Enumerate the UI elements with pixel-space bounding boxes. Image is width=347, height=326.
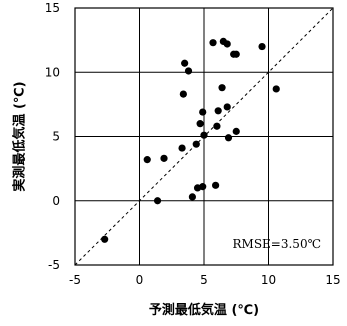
y-axis-label: 実測最低気温 (℃) [12, 81, 28, 191]
rmse-annotation: RMSE=3.50℃ [233, 237, 322, 251]
data-points [101, 37, 280, 243]
data-point [209, 39, 217, 47]
data-point [153, 197, 162, 205]
data-point [184, 67, 193, 75]
x-axis-label: 予測最低気温 (℃) [149, 302, 259, 318]
data-point [192, 140, 200, 148]
data-point [101, 235, 109, 243]
data-point [200, 131, 208, 139]
y-tick-label: -5 [48, 258, 60, 272]
x-tick-label: 5 [200, 273, 208, 287]
data-point [223, 40, 231, 48]
data-point [213, 122, 221, 130]
x-tick-label: -5 [69, 273, 81, 287]
data-point [272, 85, 280, 93]
data-point [258, 42, 266, 51]
data-point [212, 181, 220, 189]
plot-frame [74, 7, 334, 266]
data-point [188, 193, 196, 201]
data-point [199, 108, 207, 116]
data-point [223, 103, 231, 111]
y-tick-label: 5 [52, 130, 60, 144]
data-point [224, 134, 233, 142]
y-tick-label: 10 [45, 65, 60, 79]
data-point [179, 90, 187, 98]
data-point [181, 59, 189, 67]
data-point [196, 120, 204, 128]
data-point [160, 154, 168, 162]
y-tick-label: 15 [45, 1, 60, 15]
data-point [178, 144, 186, 152]
y-tick-label: 0 [52, 194, 60, 208]
x-tick-label: 15 [325, 273, 340, 287]
data-point [218, 84, 226, 92]
x-tick-labels: -5 0 5 10 15 [69, 273, 341, 287]
data-point [214, 107, 222, 115]
x-tick-label: 0 [136, 273, 144, 287]
y-tick-labels: -5 0 5 10 15 [45, 1, 60, 272]
data-point [143, 156, 151, 164]
data-point [199, 183, 207, 191]
data-point [232, 50, 240, 58]
x-tick-label: 10 [261, 273, 276, 287]
data-point [232, 127, 240, 135]
